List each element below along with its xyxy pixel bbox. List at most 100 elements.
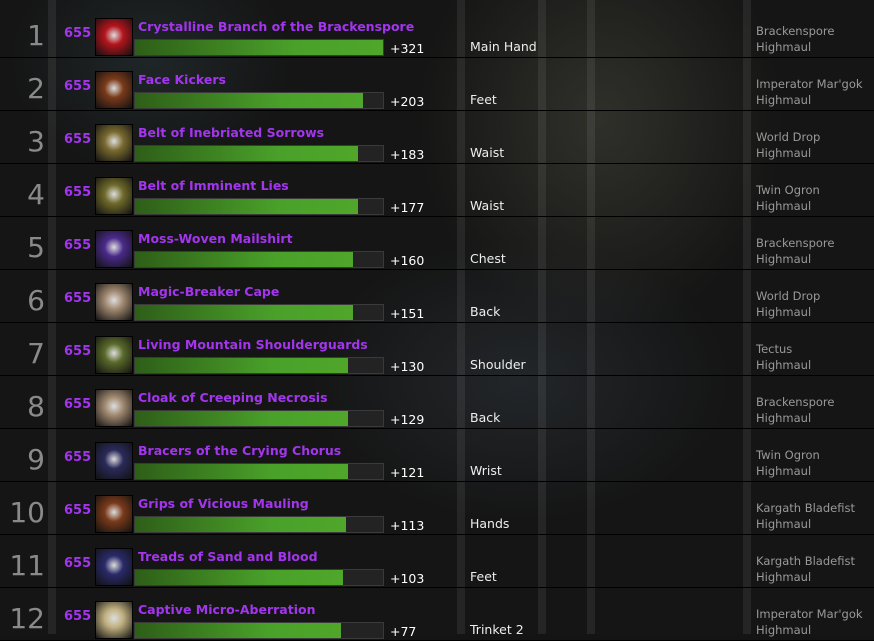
boss-name: World Drop <box>756 289 821 303</box>
rank: 4 <box>27 178 45 211</box>
upgrade-value: +177 <box>390 200 425 215</box>
upgrade-bar-fill <box>135 252 354 267</box>
cloak-icon[interactable] <box>95 283 133 321</box>
table-row: 3 655 Belt of Inebriated Sorrows +183 Wa… <box>0 111 874 164</box>
item-source: Brackenspore Highmaul <box>756 235 834 267</box>
item-slot: Main Hand <box>470 39 537 54</box>
item-link[interactable]: Magic-Breaker Cape <box>138 284 280 299</box>
belt-icon[interactable] <box>95 124 133 162</box>
upgrade-value: +103 <box>390 571 425 586</box>
upgrade-bar-fill <box>135 146 359 161</box>
raid-name: Highmaul <box>756 252 812 266</box>
raid-name: Highmaul <box>756 517 812 531</box>
upgrade-bar-fill <box>135 623 341 638</box>
column-divider <box>538 0 546 634</box>
cloak-icon[interactable] <box>95 389 133 427</box>
upgrade-value: +203 <box>390 94 425 109</box>
table-row: 9 655 Bracers of the Crying Chorus +121 … <box>0 429 874 482</box>
table-row: 7 655 Living Mountain Shoulderguards +13… <box>0 323 874 376</box>
upgrade-value: +160 <box>390 253 425 268</box>
item-link[interactable]: Bracers of the Crying Chorus <box>138 443 342 458</box>
item-source: Brackenspore Highmaul <box>756 394 834 426</box>
item-link[interactable]: Grips of Vicious Mauling <box>138 496 309 511</box>
rank: 3 <box>27 125 45 158</box>
boss-name: Brackenspore <box>756 395 835 409</box>
item-link[interactable]: Treads of Sand and Blood <box>138 549 318 564</box>
item-link[interactable]: Belt of Inebriated Sorrows <box>138 125 325 140</box>
item-level: 655 <box>64 344 92 359</box>
item-link[interactable]: Captive Micro-Aberration <box>138 602 316 617</box>
boss-name: Kargath Bladefist <box>756 554 855 568</box>
raid-name: Highmaul <box>756 305 812 319</box>
trinket-icon[interactable] <box>95 601 133 639</box>
item-level: 655 <box>64 556 92 571</box>
item-link[interactable]: Cloak of Creeping Necrosis <box>138 390 328 405</box>
item-link[interactable]: Belt of Imminent Lies <box>138 178 289 193</box>
rank: 12 <box>9 602 45 635</box>
upgrade-bar <box>134 410 384 427</box>
raid-name: Highmaul <box>756 464 812 478</box>
item-source: World Drop Highmaul <box>756 288 820 320</box>
rank: 8 <box>27 390 45 423</box>
boss-name: Kargath Bladefist <box>756 501 855 515</box>
upgrade-bar-fill <box>135 305 354 320</box>
item-link[interactable]: Face Kickers <box>138 72 226 87</box>
gloves-icon[interactable] <box>95 495 133 533</box>
upgrade-bar-fill <box>135 517 346 532</box>
upgrade-value: +121 <box>390 465 425 480</box>
table-row: 1 655 Crystalline Branch of the Brackens… <box>0 5 874 58</box>
item-level: 655 <box>64 26 92 41</box>
raid-name: Highmaul <box>756 570 812 584</box>
item-source: Tectus Highmaul <box>756 341 811 373</box>
item-source: Imperator Mar'gok Highmaul <box>756 606 863 638</box>
upgrade-bar <box>134 516 384 533</box>
item-slot: Chest <box>470 251 506 266</box>
item-level: 655 <box>64 503 92 518</box>
column-divider <box>743 0 751 634</box>
rank: 6 <box>27 284 45 317</box>
upgrade-bar <box>134 251 384 268</box>
boss-name: Imperator Mar'gok <box>756 607 863 621</box>
item-slot: Shoulder <box>470 357 526 372</box>
boss-name: Imperator Mar'gok <box>756 77 863 91</box>
column-divider <box>587 0 595 634</box>
upgrade-bar-fill <box>135 40 383 55</box>
table-row: 2 655 Face Kickers +203 Feet Imperator M… <box>0 58 874 111</box>
upgrade-bar <box>134 198 384 215</box>
upgrade-bar-fill <box>135 199 359 214</box>
rank: 1 <box>27 19 45 52</box>
item-link[interactable]: Crystalline Branch of the Brackenspore <box>138 19 415 34</box>
boots-icon[interactable] <box>95 71 133 109</box>
rank: 5 <box>27 231 45 264</box>
upgrade-bar-fill <box>135 93 364 108</box>
weapon-icon[interactable] <box>95 18 133 56</box>
item-slot: Waist <box>470 145 505 160</box>
item-level: 655 <box>64 185 92 200</box>
upgrade-value: +130 <box>390 359 425 374</box>
item-link[interactable]: Living Mountain Shoulderguards <box>138 337 368 352</box>
boss-name: Brackenspore <box>756 24 835 38</box>
upgrade-bar <box>134 357 384 374</box>
upgrade-bar <box>134 145 384 162</box>
bracers-icon[interactable] <box>95 442 133 480</box>
item-slot: Wrist <box>470 463 502 478</box>
upgrade-bar <box>134 39 384 56</box>
boots-icon[interactable] <box>95 548 133 586</box>
chest-armor-icon[interactable] <box>95 230 133 268</box>
boss-name: World Drop <box>756 130 821 144</box>
upgrade-value: +77 <box>390 624 417 639</box>
item-slot: Waist <box>470 198 505 213</box>
column-divider <box>457 0 465 634</box>
belt-icon[interactable] <box>95 177 133 215</box>
table-row: 11 655 Treads of Sand and Blood +103 Fee… <box>0 535 874 588</box>
item-level: 655 <box>64 609 92 624</box>
item-slot: Back <box>470 304 501 319</box>
item-source: Twin Ogron Highmaul <box>756 182 820 214</box>
item-link[interactable]: Moss-Woven Mailshirt <box>138 231 293 246</box>
shoulder-icon[interactable] <box>95 336 133 374</box>
upgrade-bar <box>134 463 384 480</box>
raid-name: Highmaul <box>756 93 812 107</box>
item-level: 655 <box>64 397 92 412</box>
item-level: 655 <box>64 79 92 94</box>
item-slot: Hands <box>470 516 510 531</box>
